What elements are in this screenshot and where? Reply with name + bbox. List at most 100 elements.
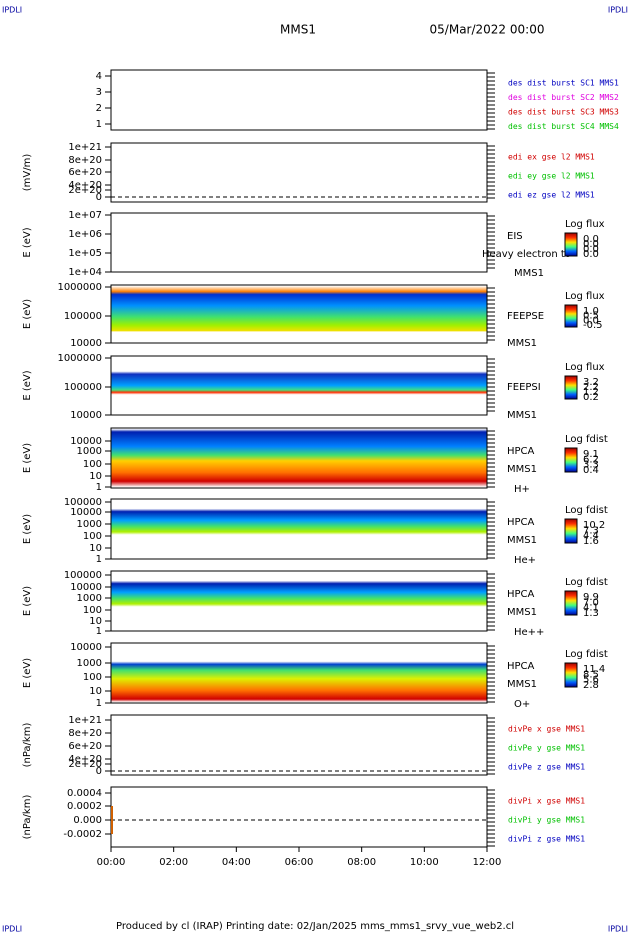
colorbar-tick-label: 1.0: [583, 306, 599, 317]
legend-entry: edi ez gse l2 MMS1: [508, 191, 595, 200]
y-axis-label: (mV/m): [22, 154, 33, 192]
y-tick-label: 4: [96, 71, 102, 82]
legend-entry: divPi y gse MMS1: [508, 816, 585, 825]
y-tick-label: 100000: [64, 570, 102, 581]
colorbar-tick-label: 4.4: [583, 531, 599, 542]
spectrogram: [111, 286, 487, 342]
y-tick-label: 6e+20: [68, 167, 102, 178]
x-tick-label: 06:00: [285, 857, 314, 868]
y-tick-label: 10000: [70, 436, 102, 447]
panel-label: EIS: [507, 231, 523, 242]
colorbar: [564, 304, 578, 328]
y-tick-label: 10000: [70, 507, 102, 518]
panel-frame: [110, 498, 488, 560]
panel-label: HPCA: [507, 661, 535, 672]
colorbar-tick-label: 9.1: [583, 449, 599, 460]
y-tick-label: 100: [83, 531, 102, 542]
y-tick-label: 0: [96, 192, 102, 203]
date: 05/Mar/2022 00:00: [430, 23, 545, 37]
colorbar-tick-label: 9.9: [583, 592, 599, 603]
colorbar-title: Log flux: [565, 291, 605, 302]
panel-label: MMS1: [507, 410, 537, 421]
panel-label: FEEPSE: [507, 311, 544, 322]
y-tick-label: 100000: [64, 311, 102, 322]
panel-frame: [110, 142, 488, 203]
y-axis-label: E (eV): [22, 227, 33, 257]
colorbar: [564, 590, 578, 616]
y-tick-label: 1e+04: [68, 267, 102, 278]
y-tick-label: 4e+20: [68, 754, 102, 765]
y-tick-label: 1e+21: [68, 715, 102, 726]
colorbar-tick-label: 8.5: [583, 669, 599, 680]
colorbar-title: Log flux: [565, 219, 605, 230]
y-axis-label: E (eV): [22, 443, 33, 473]
colorbar-tick-label: 4.1: [583, 603, 599, 614]
colorbar-title: Log fdist: [565, 577, 608, 588]
panel-frame: [110, 284, 488, 344]
x-tick-label: 04:00: [222, 857, 251, 868]
x-tick-label: 12:00: [473, 857, 502, 868]
panel-frame: [110, 642, 488, 704]
colorbar-tick-label: 0.0: [583, 234, 599, 245]
y-tick-label: 1e+05: [68, 248, 102, 259]
colorbar-tick-label: 1.2: [583, 387, 599, 398]
panel-frame: [110, 212, 488, 273]
colorbar-tick-label: 0.0: [583, 315, 599, 326]
panel-label: MMS1: [507, 535, 537, 546]
y-tick-label: 1: [96, 626, 102, 637]
corner-label: IPDLI: [2, 6, 22, 15]
panel-label: H+: [514, 484, 530, 495]
spectrogram: [111, 429, 487, 487]
x-tick-label: 08:00: [347, 857, 376, 868]
y-tick-label: -0.0002: [63, 829, 102, 840]
title: MMS1: [280, 23, 316, 37]
panel-frame: [110, 786, 488, 848]
y-tick-label: 10000: [70, 582, 102, 593]
panel-label: FEEPSI: [507, 382, 541, 393]
y-tick-label: 0.0002: [67, 801, 102, 812]
colorbar: [564, 232, 578, 257]
y-tick-label: 8e+20: [68, 728, 102, 739]
y-axis-label: E (eV): [22, 658, 33, 688]
colorbar-tick-label: 10.2: [583, 520, 605, 531]
y-tick-label: 0.0004: [67, 788, 102, 799]
panel-frame: [110, 69, 488, 131]
legend-entry: edi ex gse l2 MMS1: [508, 153, 595, 162]
panel-label: He++: [514, 627, 544, 638]
panel-frame: [110, 570, 488, 632]
colorbar-tick-label: 0.0: [583, 244, 599, 255]
data-trace: [111, 806, 113, 834]
colorbar-tick-label: 0.0: [583, 239, 599, 250]
y-axis-label: (nPa/km): [22, 795, 33, 840]
panel-label: He+: [514, 555, 536, 566]
y-tick-label: 1000000: [57, 282, 102, 293]
x-tick-label: 10:00: [410, 857, 439, 868]
legend-entry: divPe y gse MMS1: [508, 744, 585, 753]
y-tick-label: 1000: [77, 658, 102, 669]
colorbar-tick-label: 5.6: [583, 675, 599, 686]
panel-label: O+: [514, 699, 530, 710]
y-tick-label: 10: [89, 686, 102, 697]
colorbar-tick-label: 7.0: [583, 597, 599, 608]
footer: Produced by cl (IRAP) Printing date: 02/…: [116, 921, 514, 932]
legend-entry: divPi x gse MMS1: [508, 797, 585, 806]
colorbar-tick-label: 6.2: [583, 454, 599, 465]
panel-label: MMS1: [507, 679, 537, 690]
y-tick-label: 2e+20: [68, 759, 102, 770]
colorbar-tick-label: 0.4: [583, 465, 599, 476]
y-tick-label: 100: [83, 459, 102, 470]
y-tick-label: 2e+20: [68, 185, 102, 196]
y-tick-label: 1e+07: [68, 210, 102, 221]
y-tick-label: 10000: [70, 642, 102, 653]
y-tick-label: 4e+20: [68, 180, 102, 191]
x-tick-label: 02:00: [159, 857, 188, 868]
y-tick-label: 100000: [64, 382, 102, 393]
colorbar-tick-label: 7.3: [583, 525, 599, 536]
spectrogram: [111, 500, 487, 558]
y-tick-label: 10: [89, 616, 102, 627]
colorbar: [564, 662, 578, 688]
y-tick-label: 0.000: [73, 815, 102, 826]
legend-entry: des dist burst SC1 MMS1: [508, 79, 619, 88]
legend-entry: divPe x gse MMS1: [508, 725, 585, 734]
